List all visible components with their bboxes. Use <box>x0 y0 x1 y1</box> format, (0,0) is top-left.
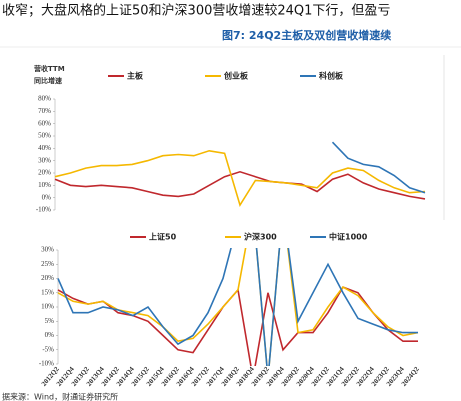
y-tick-label: 30% <box>41 246 54 254</box>
plot-area <box>57 248 419 366</box>
y-tick-label: -10% <box>39 360 54 368</box>
legend-label: 沪深300 <box>244 232 277 242</box>
y-tick-label: 20% <box>38 169 51 177</box>
header-text: 收窄；大盘风格的上证50和沪深300营收增速较24Q1下行，但盈亏 <box>2 3 390 19</box>
legend-label: 上证50 <box>149 232 177 242</box>
series-line <box>54 170 426 200</box>
legend-label: 创业板 <box>223 71 249 81</box>
y-tick-label: 70% <box>38 107 51 115</box>
series-line <box>331 141 426 194</box>
y-tick-label: 80% <box>38 95 51 103</box>
y-tick-label: 30% <box>38 156 51 164</box>
figure-title: 图7: 24Q2主板及双创营收增速续 <box>222 28 391 42</box>
y-tick-label: 60% <box>38 119 51 127</box>
series-line <box>54 149 426 208</box>
y-tick-label: 40% <box>38 144 51 152</box>
plot-area <box>54 141 426 208</box>
y-axis-label: 营收TTM <box>34 64 65 73</box>
y-tick-label: 10% <box>41 303 54 311</box>
y-tick-label: 0% <box>45 331 55 339</box>
y-tick-label: 25% <box>41 260 54 268</box>
legend-label: 主板 <box>127 71 144 81</box>
source: 据来源：Wind，财通证券研究所 <box>2 392 118 401</box>
y-tick-label: 20% <box>41 274 54 282</box>
series-line <box>57 286 418 366</box>
y-axis-label: 同比增速 <box>34 76 62 85</box>
y-tick-label: 15% <box>41 288 54 296</box>
y-tick-label: 50% <box>38 132 51 140</box>
legend-label: 科创板 <box>319 71 344 81</box>
y-tick-label: 0% <box>42 193 52 201</box>
y-tick-label: -5% <box>42 345 54 353</box>
y-tick-label: 5% <box>45 317 55 325</box>
y-tick-label: -10% <box>36 206 51 214</box>
series-line <box>57 248 418 366</box>
y-tick-label: 10% <box>38 181 51 189</box>
legend-label: 中证1000 <box>329 232 368 242</box>
